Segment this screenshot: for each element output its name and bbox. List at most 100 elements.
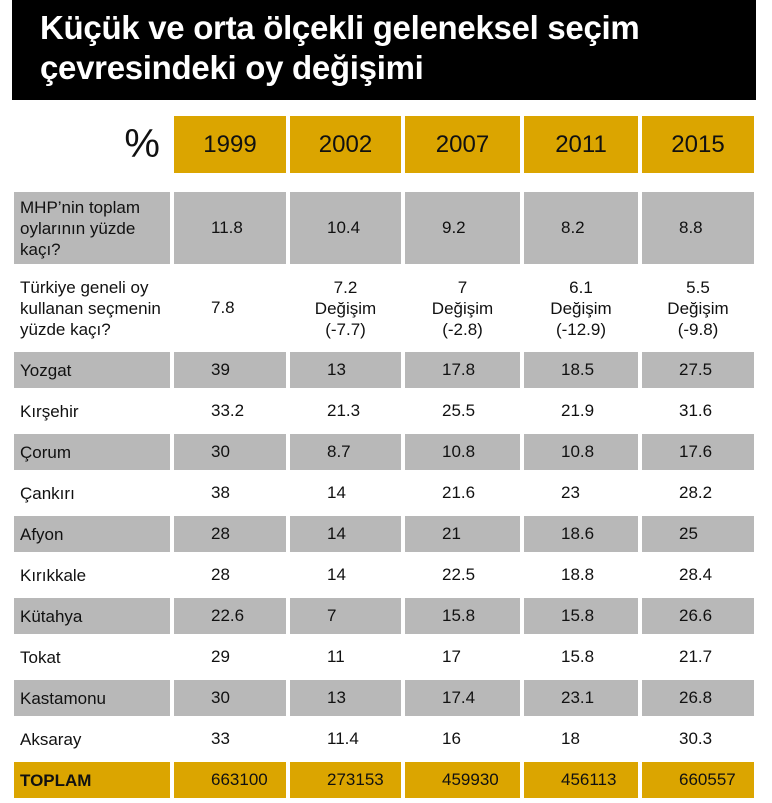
cell: 39 [174, 352, 286, 388]
change-value: (-9.8) [677, 319, 719, 339]
cell: 18.8 [561, 565, 595, 584]
row-label: Çankırı [20, 483, 75, 503]
cell: 25.5 [442, 401, 476, 420]
row-label: Türkiye geneli oy kullanan seçmenin yüzd… [20, 277, 161, 339]
cell: 14 [327, 565, 346, 584]
cell: 21.7 [679, 647, 713, 666]
row-label: Afyon [14, 516, 170, 552]
cell: 9.2 [405, 192, 520, 264]
header-row: % 1999 2002 2007 2011 2015 [14, 116, 754, 173]
cell: 660557 [642, 762, 754, 798]
row-label: MHP’nin toplam oylarının yüzde kaçı? [14, 192, 170, 264]
province-row: Afyon 28 14 21 18.6 25 [14, 516, 754, 552]
cell: 28.2 [679, 483, 713, 502]
province-row: Yozgat 39 13 17.8 18.5 27.5 [14, 352, 754, 388]
results-table: % 1999 2002 2007 2011 2015 MHP’nin topla… [10, 111, 758, 803]
province-row: Çorum 30 8.7 10.8 10.8 17.6 [14, 434, 754, 470]
row-label: Kırıkkale [20, 565, 87, 585]
cell: 18.5 [524, 352, 638, 388]
cell: 17.4 [405, 680, 520, 716]
cell: 7.8 [211, 298, 235, 317]
row-label: Aksaray [20, 729, 82, 749]
cell: 8.7 [290, 434, 401, 470]
value: 7.2 [333, 277, 358, 297]
cell: 21.3 [327, 401, 361, 420]
cell: 10.8 [405, 434, 520, 470]
row-label: Tokat [20, 647, 61, 667]
row-label: Kırşehir [20, 401, 79, 421]
cell: 13 [290, 352, 401, 388]
cell: 11.4 [327, 729, 359, 748]
value: 7 [457, 277, 468, 297]
year-header: 2015 [642, 116, 754, 173]
title-line-2: çevresindeki oy değişimi [40, 49, 424, 86]
cell: 14 [327, 483, 346, 502]
cell: 21.6 [442, 483, 476, 502]
cell: 459930 [405, 762, 520, 798]
cell: 21.9 [561, 401, 595, 420]
cell: 31.6 [679, 401, 713, 420]
cell: 33 [211, 729, 230, 748]
cell: 26.8 [642, 680, 754, 716]
page-title: Küçük ve orta ölçekli geleneksel seçim ç… [12, 0, 756, 100]
province-row: Kastamonu 30 13 17.4 23.1 26.8 [14, 680, 754, 716]
value: 6.1 [569, 277, 593, 297]
cell: 30 [174, 680, 286, 716]
province-row: Tokat 29 11 17 15.8 21.7 [14, 639, 754, 675]
row-label: Çorum [14, 434, 170, 470]
change-value: (-7.7) [325, 319, 366, 339]
cell: 10.8 [524, 434, 638, 470]
province-row: Kırşehir 33.2 21.3 25.5 21.9 31.6 [14, 393, 754, 429]
province-row: Aksaray 33 11.4 16 18 30.3 [14, 721, 754, 757]
cell: 26.6 [642, 598, 754, 634]
cell: 27.5 [642, 352, 754, 388]
change-cell: 7.2 Değişim (-7.7) [290, 269, 401, 347]
turkey-share-row: Türkiye geneli oy kullanan seçmenin yüzd… [14, 269, 754, 347]
cell: 8.2 [524, 192, 638, 264]
title-line-1: Küçük ve orta ölçekli geleneksel seçim [40, 9, 640, 46]
cell: 21 [405, 516, 520, 552]
cell: 7 [290, 598, 401, 634]
row-label: Kastamonu [14, 680, 170, 716]
value: 5.5 [686, 277, 710, 297]
cell: 10.4 [290, 192, 401, 264]
change-cell: 7 Değişim (-2.8) [405, 269, 520, 347]
cell: 11.8 [174, 192, 286, 264]
cell: 16 [442, 729, 461, 748]
cell: 8.8 [642, 192, 754, 264]
cell: 23.1 [524, 680, 638, 716]
cell: 11 [327, 647, 345, 666]
cell: 456113 [524, 762, 638, 798]
row-label: Yozgat [14, 352, 170, 388]
cell: 22.6 [174, 598, 286, 634]
province-row: Kütahya 22.6 7 15.8 15.8 26.6 [14, 598, 754, 634]
cell: 18 [561, 729, 580, 748]
year-header: 2011 [524, 116, 638, 173]
province-row: Çankırı 38 14 21.6 23 28.2 [14, 475, 754, 511]
percent-label: % [124, 122, 160, 166]
cell: 30.3 [679, 729, 713, 748]
cell: 28 [211, 565, 230, 584]
year-header: 2007 [405, 116, 520, 173]
cell: 17.8 [405, 352, 520, 388]
change-value: (-2.8) [442, 319, 483, 339]
change-cell: 6.1 Değişim (-12.9) [524, 269, 638, 347]
cell: 30 [174, 434, 286, 470]
change-value: (-12.9) [555, 319, 607, 339]
change-cell: 5.5 Değişim (-9.8) [642, 269, 754, 347]
cell: 29 [211, 647, 230, 666]
change-label: Değişim [550, 298, 612, 318]
row-label: Kütahya [14, 598, 170, 634]
cell: 17 [442, 647, 461, 666]
cell: 273153 [290, 762, 401, 798]
cell: 14 [290, 516, 401, 552]
cell: 663100 [174, 762, 286, 798]
cell: 28.4 [679, 565, 713, 584]
mhp-share-row: MHP’nin toplam oylarının yüzde kaçı? 11.… [14, 192, 754, 264]
cell: 25 [642, 516, 754, 552]
year-header: 1999 [174, 116, 286, 173]
cell: 18.6 [524, 516, 638, 552]
row-label: TOPLAM [14, 762, 170, 798]
total-row: TOPLAM 663100 273153 459930 456113 660557 [14, 762, 754, 798]
cell: 17.6 [642, 434, 754, 470]
